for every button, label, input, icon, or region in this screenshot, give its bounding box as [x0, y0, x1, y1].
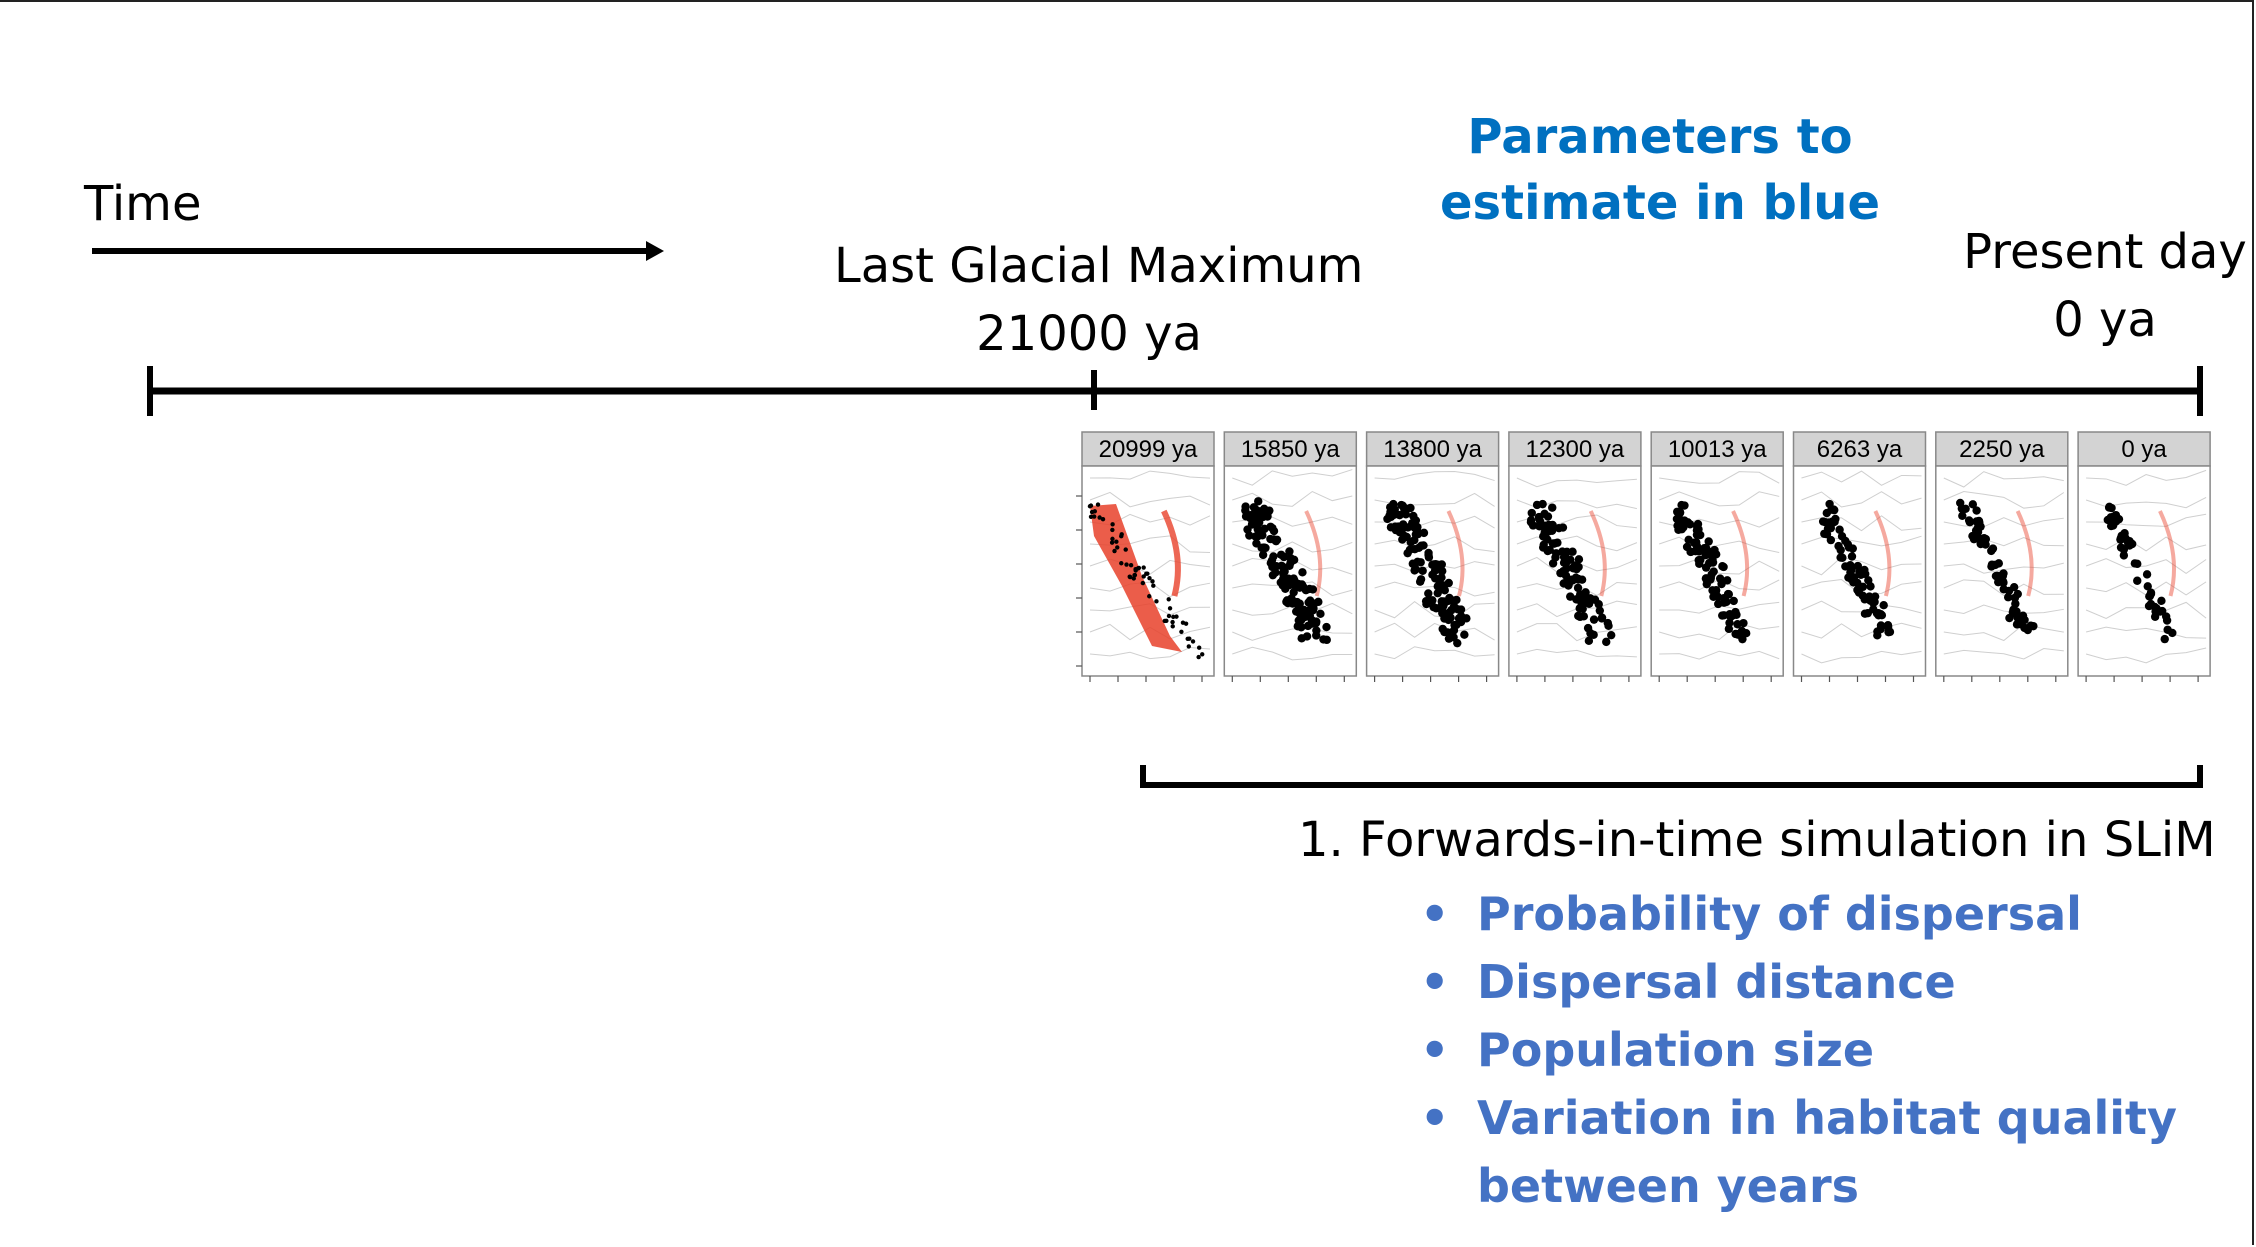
panel-date-label: 15850 ya [1241, 436, 1340, 463]
map-panel: 13800 ya [1365, 431, 1500, 682]
map-frame [1223, 465, 1358, 677]
parameter-item: • Probability of dispersal [1400, 880, 2237, 948]
map-panel: 2250 ya [1935, 431, 2069, 682]
bullet-dot-icon: • [1420, 1023, 1450, 1077]
lgm-date: 21000 ya [976, 306, 1202, 362]
parameters-note-line1: Parameters to [1467, 109, 1853, 165]
parameters-note-line2: estimate in blue [1440, 175, 1881, 231]
map-panel: 15850 ya [1223, 431, 1358, 682]
parameter-item: • Variation in habitat quality between ye… [1400, 1084, 2237, 1220]
parameter-item: • Population size [1400, 1016, 2237, 1084]
bullet-dot-icon: • [1420, 887, 1450, 941]
time-label: Time [84, 176, 202, 232]
present-date: 0 ya [2053, 292, 2157, 348]
parameter-text: Population size [1477, 1023, 1875, 1077]
map-panel: 20999 ya [1076, 431, 1215, 682]
panel-date-label: 0 ya [2121, 436, 2167, 463]
bullet-dot-icon: • [1420, 1091, 1450, 1145]
map-panel: 10013 ya [1650, 431, 1784, 682]
map-panel: 12300 ya [1508, 431, 1642, 682]
panel-date-label: 12300 ya [1526, 436, 1625, 463]
present-day-label: Present day 0 ya [1960, 218, 2250, 354]
simulation-title: 1. Forwards-in-time simulation in SLiM [1298, 812, 2216, 868]
parameter-text: Dispersal distance [1477, 955, 1956, 1009]
parameter-item: • Dispersal distance [1400, 948, 2237, 1016]
parameter-text: Probability of dispersal [1477, 887, 2082, 941]
map-panels: 20999 ya 15850 ya 13800 ya 12300 ya 10013 ya… [1076, 431, 2211, 682]
bullet-dot-icon: • [1420, 955, 1450, 1009]
map-panel: 6263 ya [1792, 431, 1927, 682]
panel-date-label: 2250 ya [1959, 436, 2045, 463]
simulation-bracket [1140, 765, 2203, 788]
panel-date-label: 20999 ya [1099, 436, 1198, 463]
panel-date-label: 10013 ya [1668, 436, 1767, 463]
parameter-text: Variation in habitat quality between yea… [1477, 1091, 2178, 1213]
panel-date-label: 13800 ya [1383, 436, 1482, 463]
lgm-label: Last Glacial Maximum 21000 ya [834, 232, 1364, 368]
time-arrow [92, 241, 664, 261]
parameter-list: • Probability of dispersal • Dispersal dis… [1400, 880, 2237, 1220]
map-frame [2077, 465, 2211, 677]
present-title: Present day [1963, 224, 2247, 280]
map-panel: 0 ya [2077, 431, 2211, 682]
panel-date-label: 6263 ya [1817, 436, 1903, 463]
parameters-note: Parameters to estimate in blue [1440, 104, 1880, 236]
lgm-title: Last Glacial Maximum [834, 238, 1364, 294]
main-timeline [147, 366, 2203, 416]
